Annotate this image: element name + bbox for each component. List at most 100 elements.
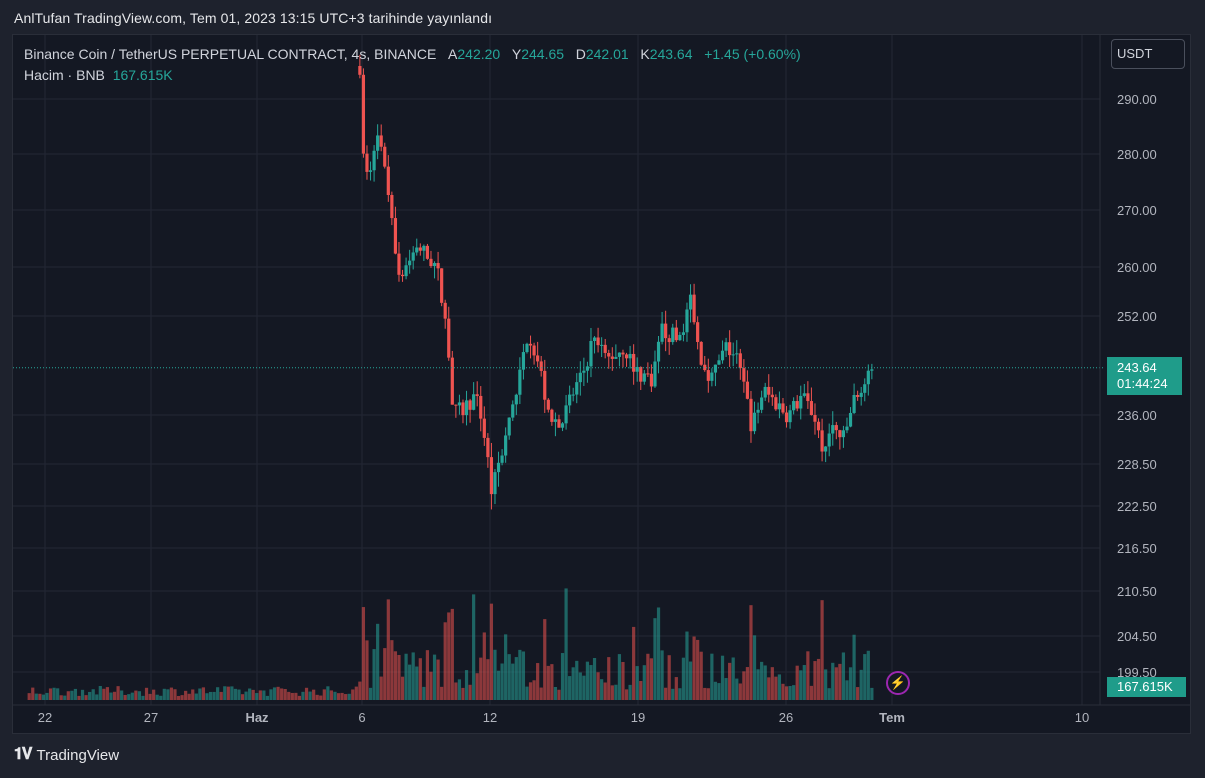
volume-bar <box>301 691 305 700</box>
candle-body <box>429 258 433 267</box>
volume-bar <box>436 659 440 700</box>
volume-bar <box>386 599 390 700</box>
candle-body <box>418 247 422 251</box>
candle-body <box>372 150 376 171</box>
candle-body <box>841 430 846 438</box>
candle-body <box>361 74 366 154</box>
volume-bar <box>201 687 206 700</box>
candle-body <box>870 369 874 371</box>
volume-bar <box>237 689 241 700</box>
candle-body <box>397 253 401 275</box>
symbol-name: Binance Coin / TetherUS PERPETUAL CONTRA… <box>24 46 437 62</box>
tradingview-logo[interactable]: 𝟏𝐕 TradingView <box>14 746 119 764</box>
volume-bar <box>176 695 181 700</box>
volume-bar <box>752 635 757 700</box>
volume-bar <box>834 667 838 700</box>
symbol-legend: Binance Coin / TetherUS PERPETUAL CONTRA… <box>24 46 801 62</box>
volume-bar <box>749 605 753 700</box>
candle-body <box>575 382 579 395</box>
candle-body <box>383 146 387 167</box>
brand-name: TradingView <box>36 746 120 764</box>
volume-bar <box>688 661 693 700</box>
volume-bar <box>265 695 270 700</box>
volume-value: 167.615K <box>112 67 173 83</box>
volume-bar <box>763 665 767 700</box>
candle-body <box>671 327 675 343</box>
volume-bar <box>73 688 78 700</box>
volume-bar <box>418 658 422 700</box>
volume-bar <box>262 690 266 700</box>
volume-bar <box>792 685 796 700</box>
candle-body <box>749 398 753 432</box>
volume-bar <box>116 686 120 700</box>
candle-body <box>557 419 561 428</box>
volume-bar <box>251 689 255 700</box>
candle-body <box>824 446 828 452</box>
candle-body <box>358 66 362 75</box>
candle-body <box>856 395 860 397</box>
candle-body <box>827 433 831 447</box>
volume-bar <box>208 691 213 700</box>
change-value: +1.45 (+0.60%) <box>704 46 801 62</box>
candle-body <box>390 195 394 219</box>
volume-bar <box>137 691 142 700</box>
candle-body <box>493 472 497 495</box>
candle-body <box>863 384 867 393</box>
volume-bar <box>223 686 227 700</box>
price-tick-label: 199.50 <box>1117 665 1157 680</box>
volume-bar <box>607 657 611 700</box>
time-tick-label: Tem <box>879 710 905 725</box>
volume-bar <box>109 692 113 700</box>
volume-bar <box>866 650 870 700</box>
volume-bar <box>724 678 728 700</box>
candle-body <box>632 353 636 372</box>
volume-bar <box>738 683 742 700</box>
volume-bar <box>66 691 70 700</box>
volume-bar <box>664 687 668 700</box>
volume-bar <box>848 667 853 700</box>
candle-body <box>425 245 430 259</box>
tradingview-mark-icon: 𝟏𝐕 <box>14 746 32 763</box>
volume-bar <box>450 608 454 700</box>
close-value: 243.64 <box>649 46 693 62</box>
volume-bar <box>550 664 554 700</box>
candle-body <box>489 457 494 495</box>
volume-bar <box>856 687 860 700</box>
volume-bar <box>105 687 110 700</box>
chart-frame[interactable] <box>12 34 1191 734</box>
volume-bar <box>134 690 138 700</box>
currency-button[interactable]: USDT <box>1111 39 1185 69</box>
volume-bar <box>646 653 650 700</box>
last-price-value: 243.64 <box>1117 360 1157 375</box>
volume-bar <box>592 657 597 700</box>
volume-bar <box>781 683 785 700</box>
lightning-icon[interactable]: ⚡ <box>886 671 910 695</box>
candle-body <box>539 361 543 371</box>
volume-bar <box>198 688 202 700</box>
volume-bar <box>827 688 831 700</box>
candle-body <box>532 345 536 356</box>
candle-body <box>376 135 380 151</box>
candle-body <box>724 342 728 351</box>
volume-bar <box>304 687 309 700</box>
candle-body <box>546 399 550 410</box>
volume-bar <box>27 693 31 700</box>
volume-bar <box>283 689 287 700</box>
volume-bar <box>255 693 259 700</box>
high-label: Y <box>511 46 522 62</box>
candle-body <box>781 403 785 413</box>
price-tick-label: 204.50 <box>1117 629 1157 644</box>
volume-bar <box>717 683 721 700</box>
volume-bar <box>760 661 764 700</box>
volume-bar <box>31 687 35 700</box>
volume-bar <box>681 657 686 700</box>
volume-bar <box>148 693 152 700</box>
candle-body <box>720 350 725 361</box>
price-tick-label: 236.00 <box>1117 408 1157 423</box>
candle-body <box>408 260 412 266</box>
candle-body <box>728 342 732 356</box>
volume-bar <box>777 674 782 700</box>
candle-body <box>621 352 625 355</box>
volume-bar <box>774 676 778 700</box>
